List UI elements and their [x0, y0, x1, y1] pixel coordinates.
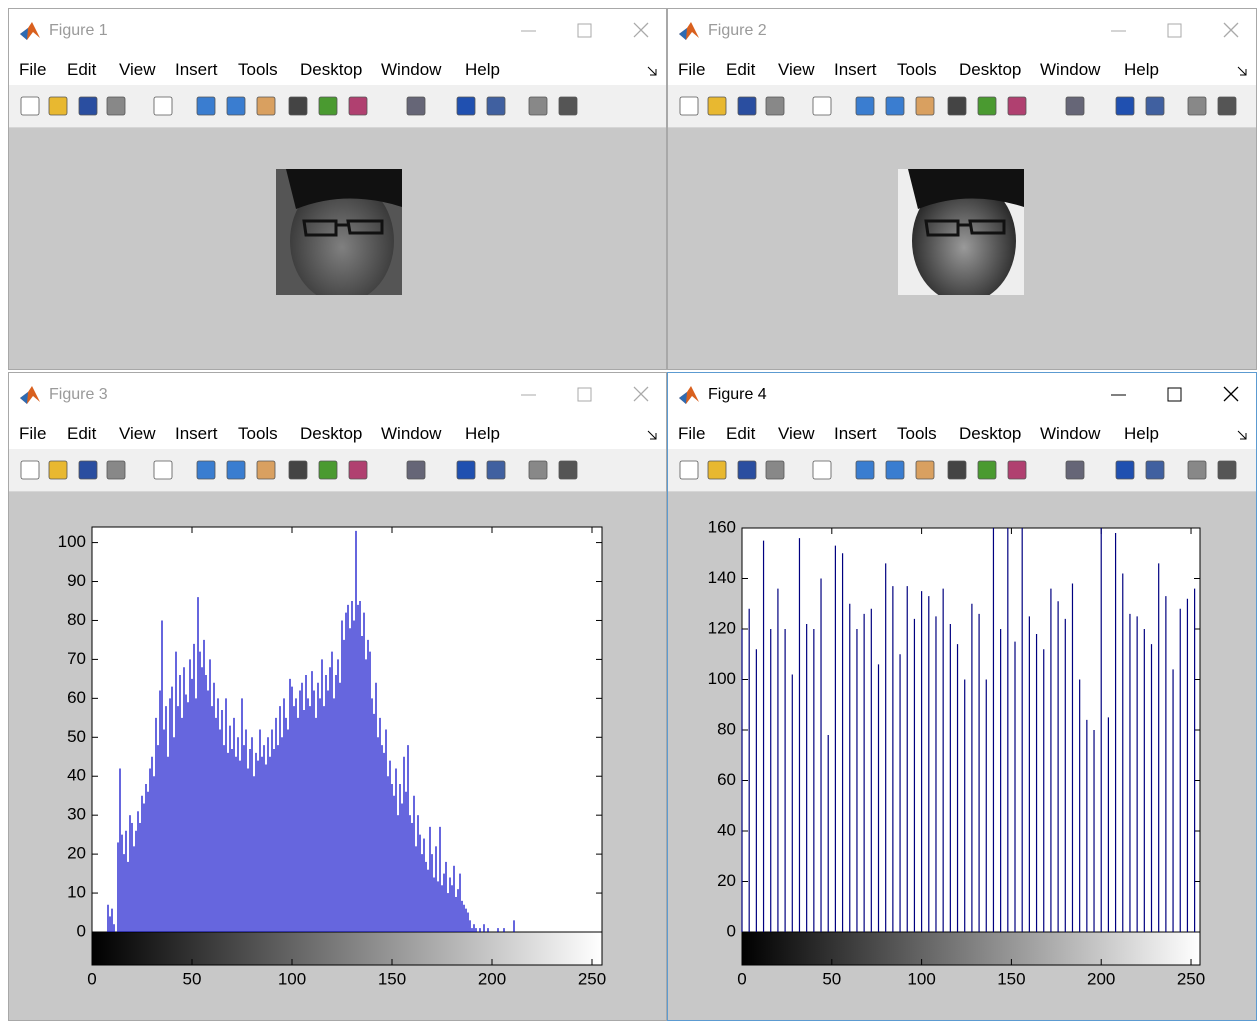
y-tick-label: 120	[708, 618, 736, 637]
x-tick-label: 50	[183, 969, 202, 988]
x-tick-label: 250	[1177, 969, 1205, 988]
y-tick-label: 80	[67, 610, 86, 629]
y-tick-label: 40	[717, 820, 736, 839]
desktop: 0102030405060708090100050100150200250020…	[0, 0, 1257, 1021]
y-tick-label: 40	[67, 766, 86, 785]
y-tick-label: 20	[67, 844, 86, 863]
chart-overlay: 0102030405060708090100050100150200250020…	[0, 0, 1257, 1021]
y-tick-label: 140	[708, 568, 736, 587]
x-tick-label: 100	[278, 969, 306, 988]
x-tick-label: 150	[997, 969, 1025, 988]
plot-area	[742, 528, 1200, 932]
y-tick-label: 90	[67, 571, 86, 590]
y-tick-label: 60	[67, 688, 86, 707]
y-tick-label: 10	[67, 883, 86, 902]
y-tick-label: 20	[717, 871, 736, 890]
y-tick-label: 80	[717, 719, 736, 738]
y-tick-label: 100	[58, 532, 86, 551]
x-tick-label: 200	[478, 969, 506, 988]
y-tick-label: 0	[727, 921, 736, 940]
x-tick-label: 250	[578, 969, 606, 988]
x-tick-label: 200	[1087, 969, 1115, 988]
x-tick-label: 0	[737, 969, 746, 988]
x-tick-label: 100	[907, 969, 935, 988]
colorbar	[92, 932, 602, 965]
colorbar	[742, 932, 1200, 965]
y-tick-label: 160	[708, 517, 736, 536]
y-tick-label: 0	[77, 921, 86, 940]
x-tick-label: 0	[87, 969, 96, 988]
y-tick-label: 70	[67, 649, 86, 668]
y-tick-label: 60	[717, 770, 736, 789]
x-tick-label: 150	[378, 969, 406, 988]
y-tick-label: 100	[708, 669, 736, 688]
y-tick-label: 30	[67, 805, 86, 824]
y-tick-label: 50	[67, 727, 86, 746]
x-tick-label: 50	[822, 969, 841, 988]
